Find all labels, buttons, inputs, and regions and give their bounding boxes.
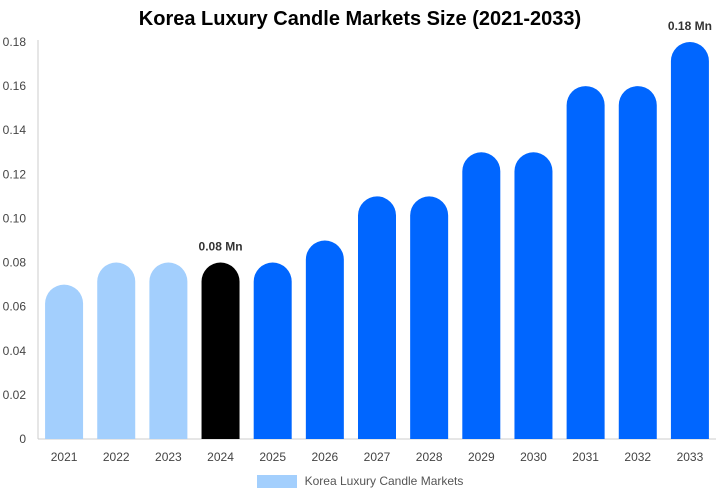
x-tick-label: 2029: [468, 450, 495, 464]
data-label: 0.08 Mn: [199, 240, 243, 254]
x-tick-label: 2021: [51, 450, 78, 464]
bar: [45, 284, 84, 439]
y-tick-label: 0.04: [3, 344, 27, 358]
y-tick-label: 0.16: [3, 79, 27, 93]
y-tick-label: 0.14: [3, 123, 27, 137]
bar: [566, 86, 605, 439]
bar: [305, 240, 344, 439]
bar: [201, 262, 240, 439]
bar: [97, 262, 136, 439]
data-label: 0.18 Mn: [668, 19, 712, 33]
x-tick-label: 2022: [103, 450, 130, 464]
bar: [618, 86, 657, 439]
bar: [358, 196, 396, 439]
x-tick-label: 2032: [624, 450, 651, 464]
y-tick-label: 0.06: [3, 300, 27, 314]
x-tick-label: 2033: [677, 450, 704, 464]
chart-title: Korea Luxury Candle Markets Size (2021-2…: [138, 8, 582, 30]
x-tick-label: 2030: [520, 450, 547, 464]
y-tick-label: 0.10: [3, 211, 27, 225]
y-tick-label: 0.02: [3, 388, 27, 402]
y-tick-label: 0.08: [3, 256, 27, 270]
x-tick-label: 2026: [311, 450, 338, 464]
x-tick-label: 2024: [207, 450, 234, 464]
y-tick-label: 0.12: [3, 167, 27, 181]
bar: [670, 42, 709, 439]
bar: [149, 262, 188, 439]
x-tick-label: 2023: [155, 450, 182, 464]
x-tick-label: 2027: [364, 450, 391, 464]
bar: [253, 262, 292, 439]
x-tick-label: 2031: [572, 450, 599, 464]
x-tick-label: 2028: [416, 450, 443, 464]
bar: [462, 152, 501, 439]
y-tick-label: 0.18: [3, 35, 27, 49]
y-tick-label: 0: [19, 432, 26, 446]
x-tick-label: 2025: [259, 450, 286, 464]
bar: [410, 196, 449, 439]
legend-swatch: [256, 474, 297, 488]
bar: [514, 152, 553, 439]
legend[interactable]: Korea Luxury Candle Markets: [0, 474, 720, 488]
legend-label: Korea Luxury Candle Markets: [304, 474, 464, 488]
